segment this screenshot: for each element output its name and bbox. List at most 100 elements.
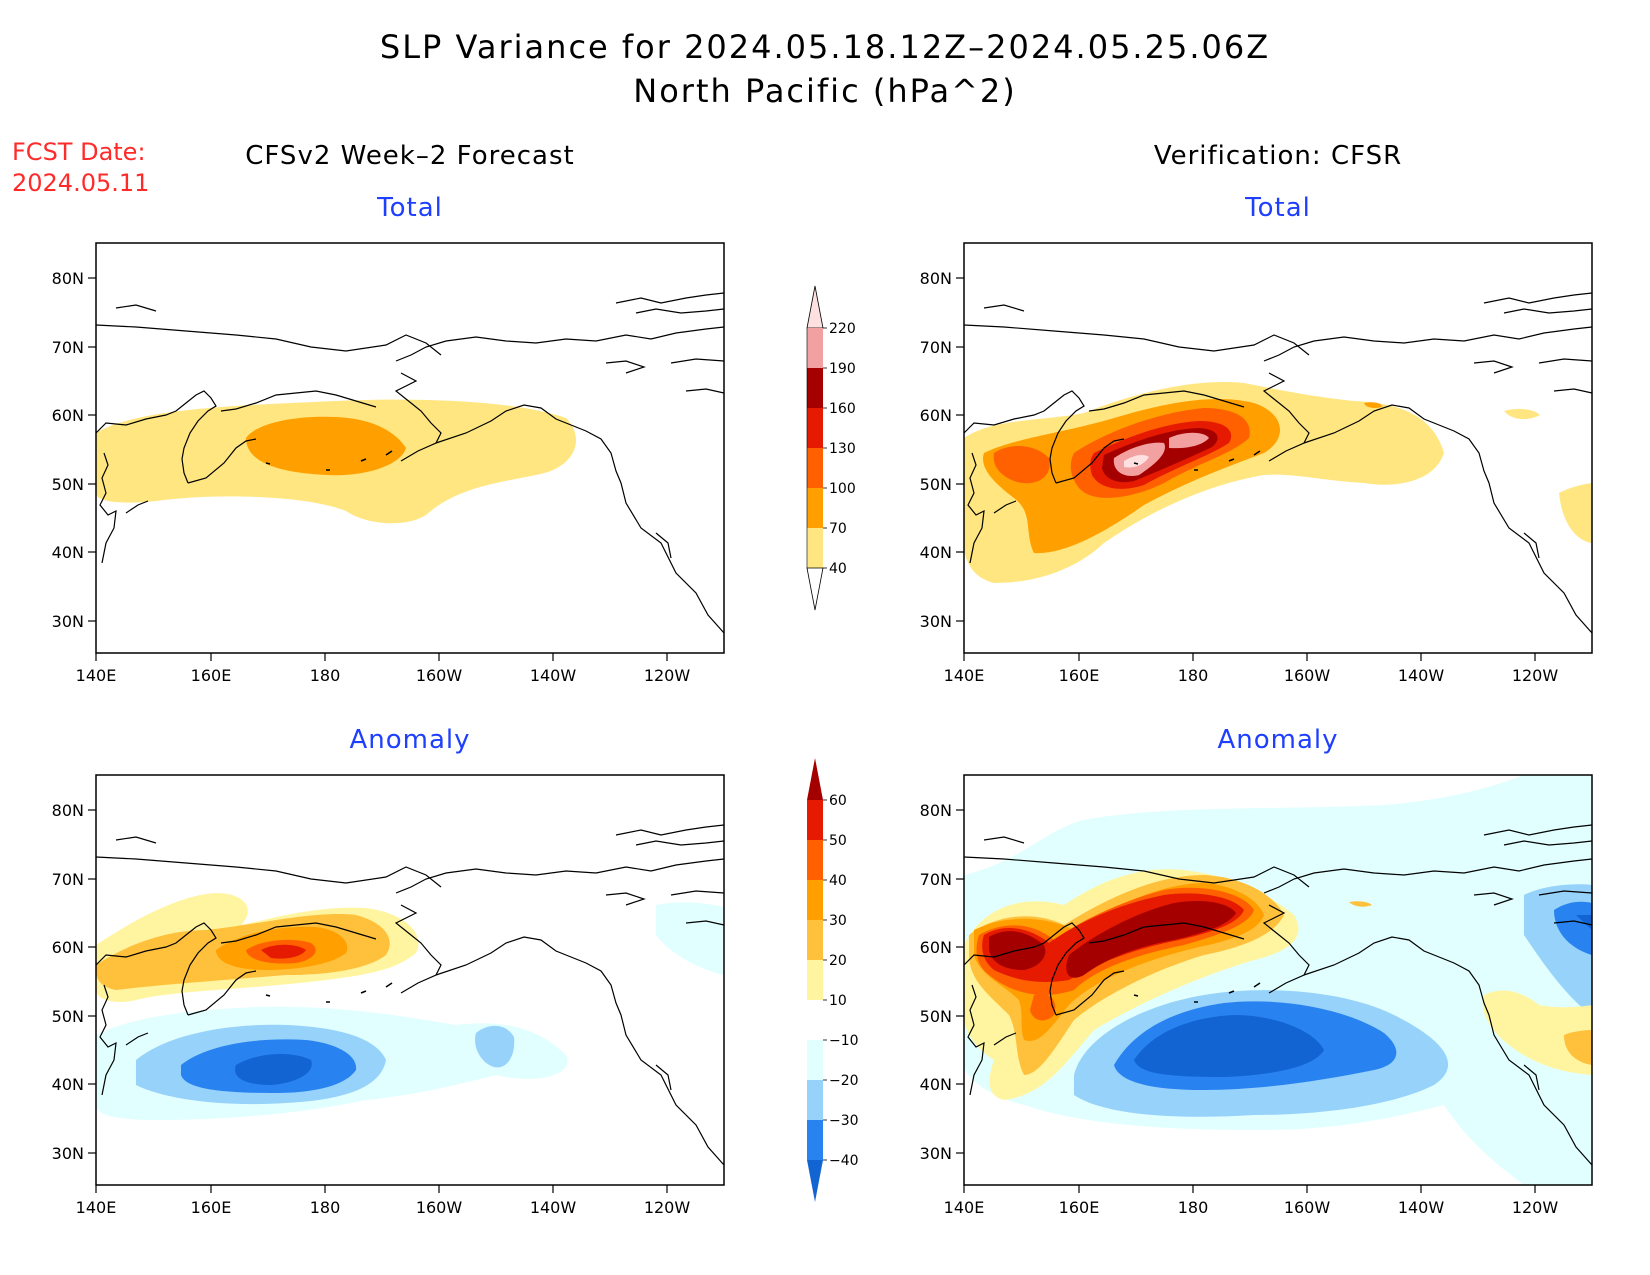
anomaly-colorbar-label: 10 (829, 993, 847, 1009)
anomaly-colorbar-label: −10 (829, 1033, 859, 1049)
total-colorbar-label: 190 (829, 361, 856, 377)
anomaly-colorbar-bottom-arrow (807, 1160, 823, 1202)
total-colorbar-label: 100 (829, 481, 856, 497)
forecast-anomaly-lon-label: 180 (310, 1198, 341, 1217)
forecast-total-title: Total (377, 193, 443, 223)
forecast-total-lat-label: 40N (52, 543, 84, 562)
verification-total-lat-label: 50N (920, 475, 952, 494)
forecast-total-lat-label: 60N (52, 406, 84, 425)
verification-total-lon-label: 140W (1398, 666, 1445, 685)
anomaly-colorbar-box (807, 800, 823, 840)
verification-total-lon-label: 180 (1178, 666, 1209, 685)
forecast-total-lon-label: 160W (416, 666, 463, 685)
anomaly-colorbar-label: 50 (829, 833, 847, 849)
anomaly-colorbar-label: 30 (829, 913, 847, 929)
verification-anomaly-lat-label: 80N (920, 801, 952, 820)
forecast-anomaly-lon-label: 160E (191, 1198, 232, 1217)
total-colorbar-box (807, 488, 823, 528)
verification-total-lat-label: 40N (920, 543, 952, 562)
forecast-total-lon-label: 180 (310, 666, 341, 685)
total-colorbar-top-arrow (806, 285, 824, 329)
anomaly-colorbar-label: 40 (829, 873, 847, 889)
forecast-anomaly-frame (95, 774, 725, 1186)
verification-total-lon-label: 160E (1059, 666, 1100, 685)
verification-total-map (963, 242, 1593, 654)
anomaly-colorbar: 60 50 40 30 20 10 −10 −20 −30 −40 (807, 758, 859, 1202)
forecast-anomaly-lon-label: 120W (644, 1198, 691, 1217)
anomaly-colorbar-label: 20 (829, 953, 847, 969)
verification-anomaly-lat-label: 40N (920, 1075, 952, 1094)
forecast-total-lon-label: 140W (530, 666, 577, 685)
forecast-anomaly-lat-label: 40N (52, 1075, 84, 1094)
verification-anomaly-lon-label: 120W (1512, 1198, 1559, 1217)
total-colorbar-box (807, 408, 823, 448)
anomaly-colorbar-label: 60 (829, 793, 847, 809)
forecast-anomaly-lat-label: 30N (52, 1144, 84, 1163)
verification-column-title: Verification: CFSR (1153, 141, 1403, 171)
total-colorbar-box (807, 528, 823, 568)
verification-total-lon-label: 120W (1512, 666, 1559, 685)
total-colorbar-label: 220 (829, 321, 856, 337)
verification-total-lon-label: 140E (944, 666, 985, 685)
total-colorbar-box (807, 448, 823, 488)
anomaly-colorbar-label: −40 (829, 1153, 859, 1169)
verification-anomaly-map (963, 774, 1593, 1186)
verification-anomaly-lon-label: 140W (1398, 1198, 1445, 1217)
forecast-anomaly-lat-label: 70N (52, 870, 84, 889)
anomaly-colorbar-label: −30 (829, 1113, 859, 1129)
verification-anomaly-lon-label: 140E (944, 1198, 985, 1217)
fcst-date-label: FCST Date: (12, 138, 146, 166)
forecast-anomaly-map (95, 774, 725, 1186)
verification-total-title: Total (1245, 193, 1311, 223)
forecast-total-lon-label: 160E (191, 666, 232, 685)
total-colorbar-bottom-arrow (806, 567, 824, 611)
total-colorbar-box (807, 368, 823, 408)
anomaly-colorbar-box (807, 1120, 823, 1160)
anomaly-colorbar-label: −20 (829, 1073, 859, 1089)
total-colorbar-label: 130 (829, 441, 856, 457)
forecast-anomaly-title: Anomaly (349, 725, 471, 755)
main-title: SLP Variance for 2024.05.18.12Z–2024.05.… (379, 28, 1271, 66)
verification-anomaly-lon-label: 180 (1178, 1198, 1209, 1217)
forecast-column-title: CFSv2 Week–2 Forecast (245, 141, 575, 171)
verification-anomaly-title: Anomaly (1217, 725, 1339, 755)
anomaly-colorbar-box (807, 920, 823, 960)
forecast-total-map (95, 242, 725, 654)
verification-total-lat-label: 70N (920, 338, 952, 357)
forecast-total-lon-label: 120W (644, 666, 691, 685)
forecast-anomaly-lat-label: 60N (52, 938, 84, 957)
total-colorbar-label: 40 (829, 561, 847, 577)
total-colorbar: 220 190 160 130 100 70 40 (806, 285, 856, 611)
anomaly-colorbar-top-arrow (807, 758, 823, 800)
verification-anomaly-lat-label: 70N (920, 870, 952, 889)
verification-anomaly-lat-label: 30N (920, 1144, 952, 1163)
verification-anomaly-lon-label: 160W (1284, 1198, 1331, 1217)
anomaly-colorbar-box (807, 1000, 823, 1040)
verification-total-lon-label: 160W (1284, 666, 1331, 685)
verification-anomaly-frame (963, 774, 1593, 1186)
total-colorbar-label: 70 (829, 521, 847, 537)
forecast-total-lon-label: 140E (76, 666, 117, 685)
verification-anomaly-lat-label: 60N (920, 938, 952, 957)
forecast-anomaly-lat-label: 50N (52, 1007, 84, 1026)
total-colorbar-label: 160 (829, 401, 856, 417)
verification-total-frame (963, 242, 1593, 654)
forecast-anomaly-lon-label: 140E (76, 1198, 117, 1217)
anomaly-colorbar-box (807, 1080, 823, 1120)
main-subtitle: North Pacific (hPa^2) (633, 72, 1017, 110)
forecast-anomaly-lon-label: 140W (530, 1198, 577, 1217)
anomaly-colorbar-box (807, 880, 823, 920)
verification-anomaly-lat-label: 50N (920, 1007, 952, 1026)
forecast-anomaly-lat-label: 80N (52, 801, 84, 820)
fcst-date-value: 2024.05.11 (12, 169, 150, 197)
verification-anomaly-lon-label: 160E (1059, 1198, 1100, 1217)
verification-total-lat-label: 80N (920, 269, 952, 288)
verification-total-lat-label: 30N (920, 612, 952, 631)
forecast-anomaly-lon-label: 160W (416, 1198, 463, 1217)
anomaly-colorbar-box (807, 960, 823, 1000)
anomaly-colorbar-box (807, 840, 823, 880)
forecast-total-lat-label: 80N (52, 269, 84, 288)
forecast-total-lat-label: 50N (52, 475, 84, 494)
anomaly-colorbar-box (807, 1040, 823, 1080)
